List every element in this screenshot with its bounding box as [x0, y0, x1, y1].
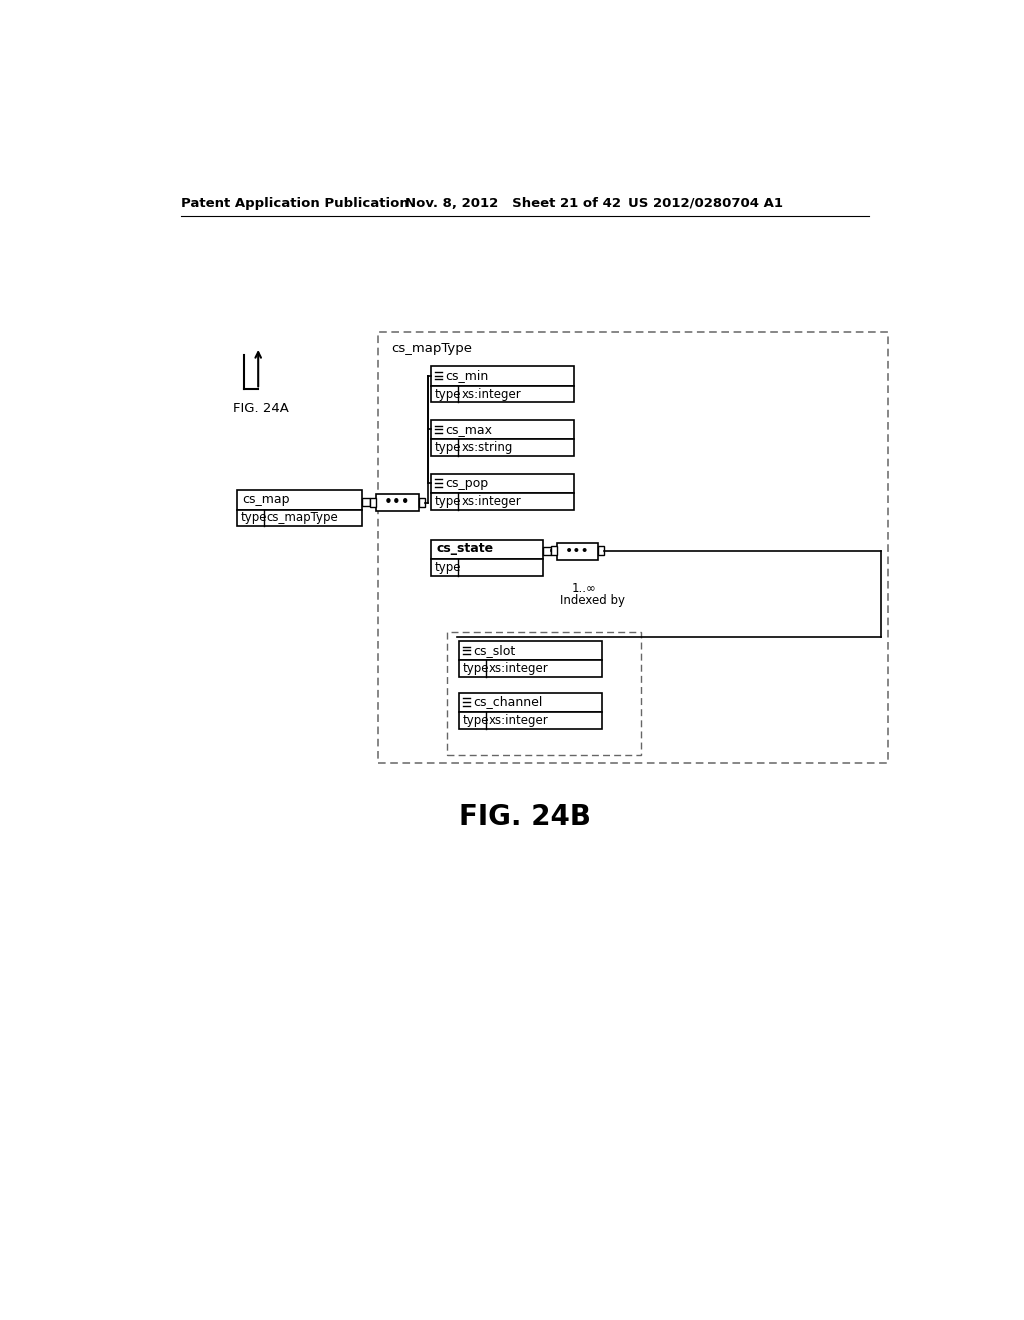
Text: type: type: [435, 495, 462, 508]
Bar: [544, 548, 551, 554]
Bar: [376, 494, 419, 511]
Bar: [237, 510, 362, 527]
Bar: [237, 490, 362, 510]
Bar: [459, 642, 602, 660]
Text: xs:string: xs:string: [461, 441, 513, 454]
Text: 1..∞: 1..∞: [571, 582, 596, 594]
Bar: [459, 693, 602, 711]
Bar: [370, 498, 376, 507]
Text: type: type: [435, 388, 462, 400]
Text: type: type: [463, 714, 489, 727]
Bar: [431, 494, 574, 511]
Bar: [459, 711, 602, 729]
Text: cs_min: cs_min: [445, 370, 489, 381]
Text: cs_mapType: cs_mapType: [266, 511, 339, 524]
Bar: [419, 498, 425, 507]
Text: FIG. 24B: FIG. 24B: [459, 803, 591, 830]
Text: cs_mapType: cs_mapType: [391, 342, 472, 355]
Text: cs_state: cs_state: [436, 543, 494, 556]
Text: type: type: [463, 663, 489, 676]
Text: xs:integer: xs:integer: [461, 495, 521, 508]
Text: cs_max: cs_max: [445, 422, 493, 436]
Bar: [431, 558, 544, 576]
Bar: [362, 498, 370, 506]
Text: cs_slot: cs_slot: [474, 644, 516, 657]
Text: type: type: [241, 511, 267, 524]
Bar: [431, 440, 574, 457]
Bar: [378, 331, 888, 763]
Bar: [431, 540, 544, 558]
Bar: [431, 474, 574, 494]
Bar: [431, 385, 574, 403]
Bar: [557, 543, 598, 560]
Text: cs_channel: cs_channel: [474, 696, 543, 709]
Text: FIG. 24A: FIG. 24A: [232, 403, 289, 416]
Text: •••: •••: [565, 544, 590, 558]
Text: xs:integer: xs:integer: [489, 714, 549, 727]
Text: xs:integer: xs:integer: [489, 663, 549, 676]
Bar: [431, 367, 574, 385]
Text: Patent Application Publication: Patent Application Publication: [180, 197, 409, 210]
Bar: [551, 545, 557, 554]
Text: US 2012/0280704 A1: US 2012/0280704 A1: [628, 197, 783, 210]
Text: type: type: [435, 441, 462, 454]
Text: •••: •••: [384, 495, 411, 510]
Text: cs_pop: cs_pop: [445, 477, 488, 490]
Text: Indexed by: Indexed by: [560, 594, 625, 607]
Bar: [459, 660, 602, 677]
Bar: [598, 545, 604, 554]
Text: Nov. 8, 2012   Sheet 21 of 42: Nov. 8, 2012 Sheet 21 of 42: [406, 197, 622, 210]
Bar: [431, 420, 574, 440]
Text: type: type: [435, 561, 462, 574]
Text: xs:integer: xs:integer: [461, 388, 521, 400]
Text: cs_map: cs_map: [242, 492, 290, 506]
Bar: [447, 632, 641, 755]
